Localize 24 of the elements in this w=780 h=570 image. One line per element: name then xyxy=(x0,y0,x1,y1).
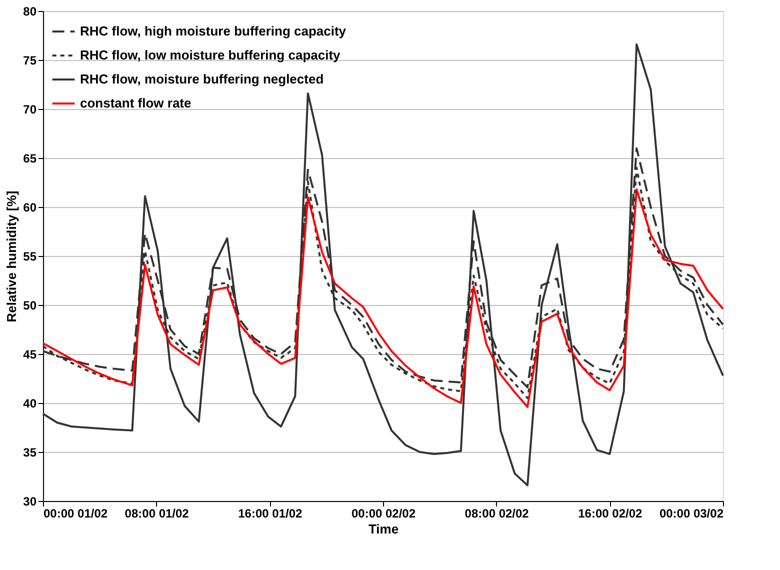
x-axis-title: Time xyxy=(368,522,399,536)
y-tick-label: 75 xyxy=(23,54,37,68)
y-tick-label: 45 xyxy=(23,348,37,362)
legend-label: RHC flow, low moisture buffering capacity xyxy=(80,48,342,62)
legend-label: RHC flow, moisture buffering neglected xyxy=(80,72,324,86)
x-tick-label: 16:00 01/02 xyxy=(238,506,303,520)
y-axis-title: Relative humidity [%] xyxy=(4,190,20,322)
x-tick-label: 08:00 02/02 xyxy=(464,506,530,520)
legend-label: RHC flow, high moisture buffering capacity xyxy=(80,24,347,38)
y-tick-label: 55 xyxy=(23,250,37,264)
x-tick-label: 08:00 01/02 xyxy=(124,506,190,520)
y-tick-label: 65 xyxy=(23,152,37,166)
y-tick-label: 35 xyxy=(23,446,37,460)
legend-label: constant flow rate xyxy=(80,96,192,110)
x-tick-label: 00:00 02/02 xyxy=(351,506,416,520)
y-tick-label: 30 xyxy=(23,494,37,508)
x-tick-label: 00:00 01/02 xyxy=(44,506,108,520)
y-tick-label: 60 xyxy=(23,200,37,214)
y-tick-label: 40 xyxy=(23,396,37,410)
y-tick-label: 80 xyxy=(23,4,37,18)
x-tick-label: 16:00 02/02 xyxy=(578,506,643,520)
y-tick-label: 50 xyxy=(23,298,37,312)
y-tick-label: 70 xyxy=(23,102,37,116)
x-tick-label: 00:00 03/02 xyxy=(659,506,724,520)
